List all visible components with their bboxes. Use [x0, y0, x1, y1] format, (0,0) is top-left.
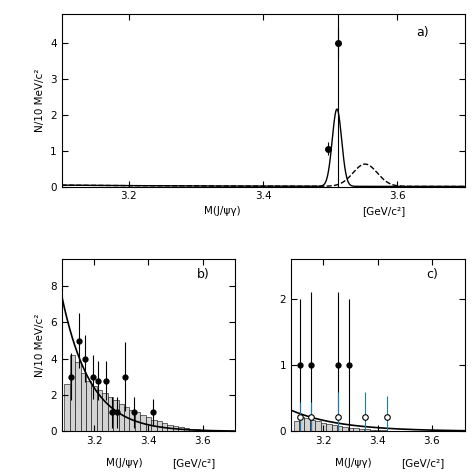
Bar: [113, 401, 118, 431]
Bar: [348, 428, 353, 431]
Bar: [118, 404, 124, 431]
Bar: [140, 415, 146, 431]
Bar: [162, 423, 167, 431]
Bar: [381, 430, 386, 431]
Bar: [146, 417, 151, 431]
Text: [GeV/c²]: [GeV/c²]: [401, 458, 445, 468]
Bar: [337, 426, 342, 431]
Bar: [189, 428, 195, 431]
Bar: [364, 429, 370, 431]
Bar: [211, 430, 216, 431]
Bar: [156, 421, 162, 431]
Bar: [173, 426, 178, 431]
Bar: [304, 418, 310, 431]
Bar: [91, 386, 97, 431]
Text: [GeV/c²]: [GeV/c²]: [172, 458, 215, 468]
Bar: [205, 430, 211, 431]
Bar: [359, 429, 364, 431]
Y-axis label: N/10 MeV/c²: N/10 MeV/c²: [35, 69, 45, 132]
Bar: [108, 397, 113, 431]
Text: M(J/ψγ): M(J/ψγ): [204, 206, 241, 216]
Bar: [64, 384, 70, 431]
Bar: [216, 430, 222, 431]
Bar: [86, 381, 91, 431]
Bar: [151, 419, 156, 431]
Text: a): a): [416, 26, 429, 39]
Bar: [97, 390, 102, 431]
Bar: [167, 425, 173, 431]
Bar: [321, 423, 326, 431]
Bar: [331, 425, 337, 431]
Bar: [353, 428, 359, 431]
Bar: [124, 407, 129, 431]
Bar: [299, 417, 304, 431]
Bar: [342, 427, 348, 431]
Bar: [129, 410, 135, 431]
Bar: [293, 421, 299, 431]
Text: b): b): [197, 268, 210, 281]
Bar: [375, 430, 381, 431]
Bar: [135, 412, 140, 431]
Text: M(J/ψγ): M(J/ψγ): [106, 458, 143, 468]
Bar: [315, 421, 321, 431]
Bar: [178, 427, 184, 431]
Bar: [195, 429, 200, 431]
Text: M(J/ψγ): M(J/ψγ): [335, 458, 372, 468]
Y-axis label: N/10 MeV/c²: N/10 MeV/c²: [35, 313, 45, 377]
Bar: [310, 420, 315, 431]
Bar: [70, 355, 75, 431]
Text: c): c): [426, 268, 438, 281]
Bar: [75, 363, 81, 431]
Bar: [184, 428, 189, 431]
Bar: [81, 374, 86, 431]
Bar: [370, 430, 375, 431]
Text: [GeV/c²]: [GeV/c²]: [362, 206, 406, 216]
Bar: [102, 393, 108, 431]
Bar: [200, 430, 205, 431]
Bar: [326, 424, 331, 431]
